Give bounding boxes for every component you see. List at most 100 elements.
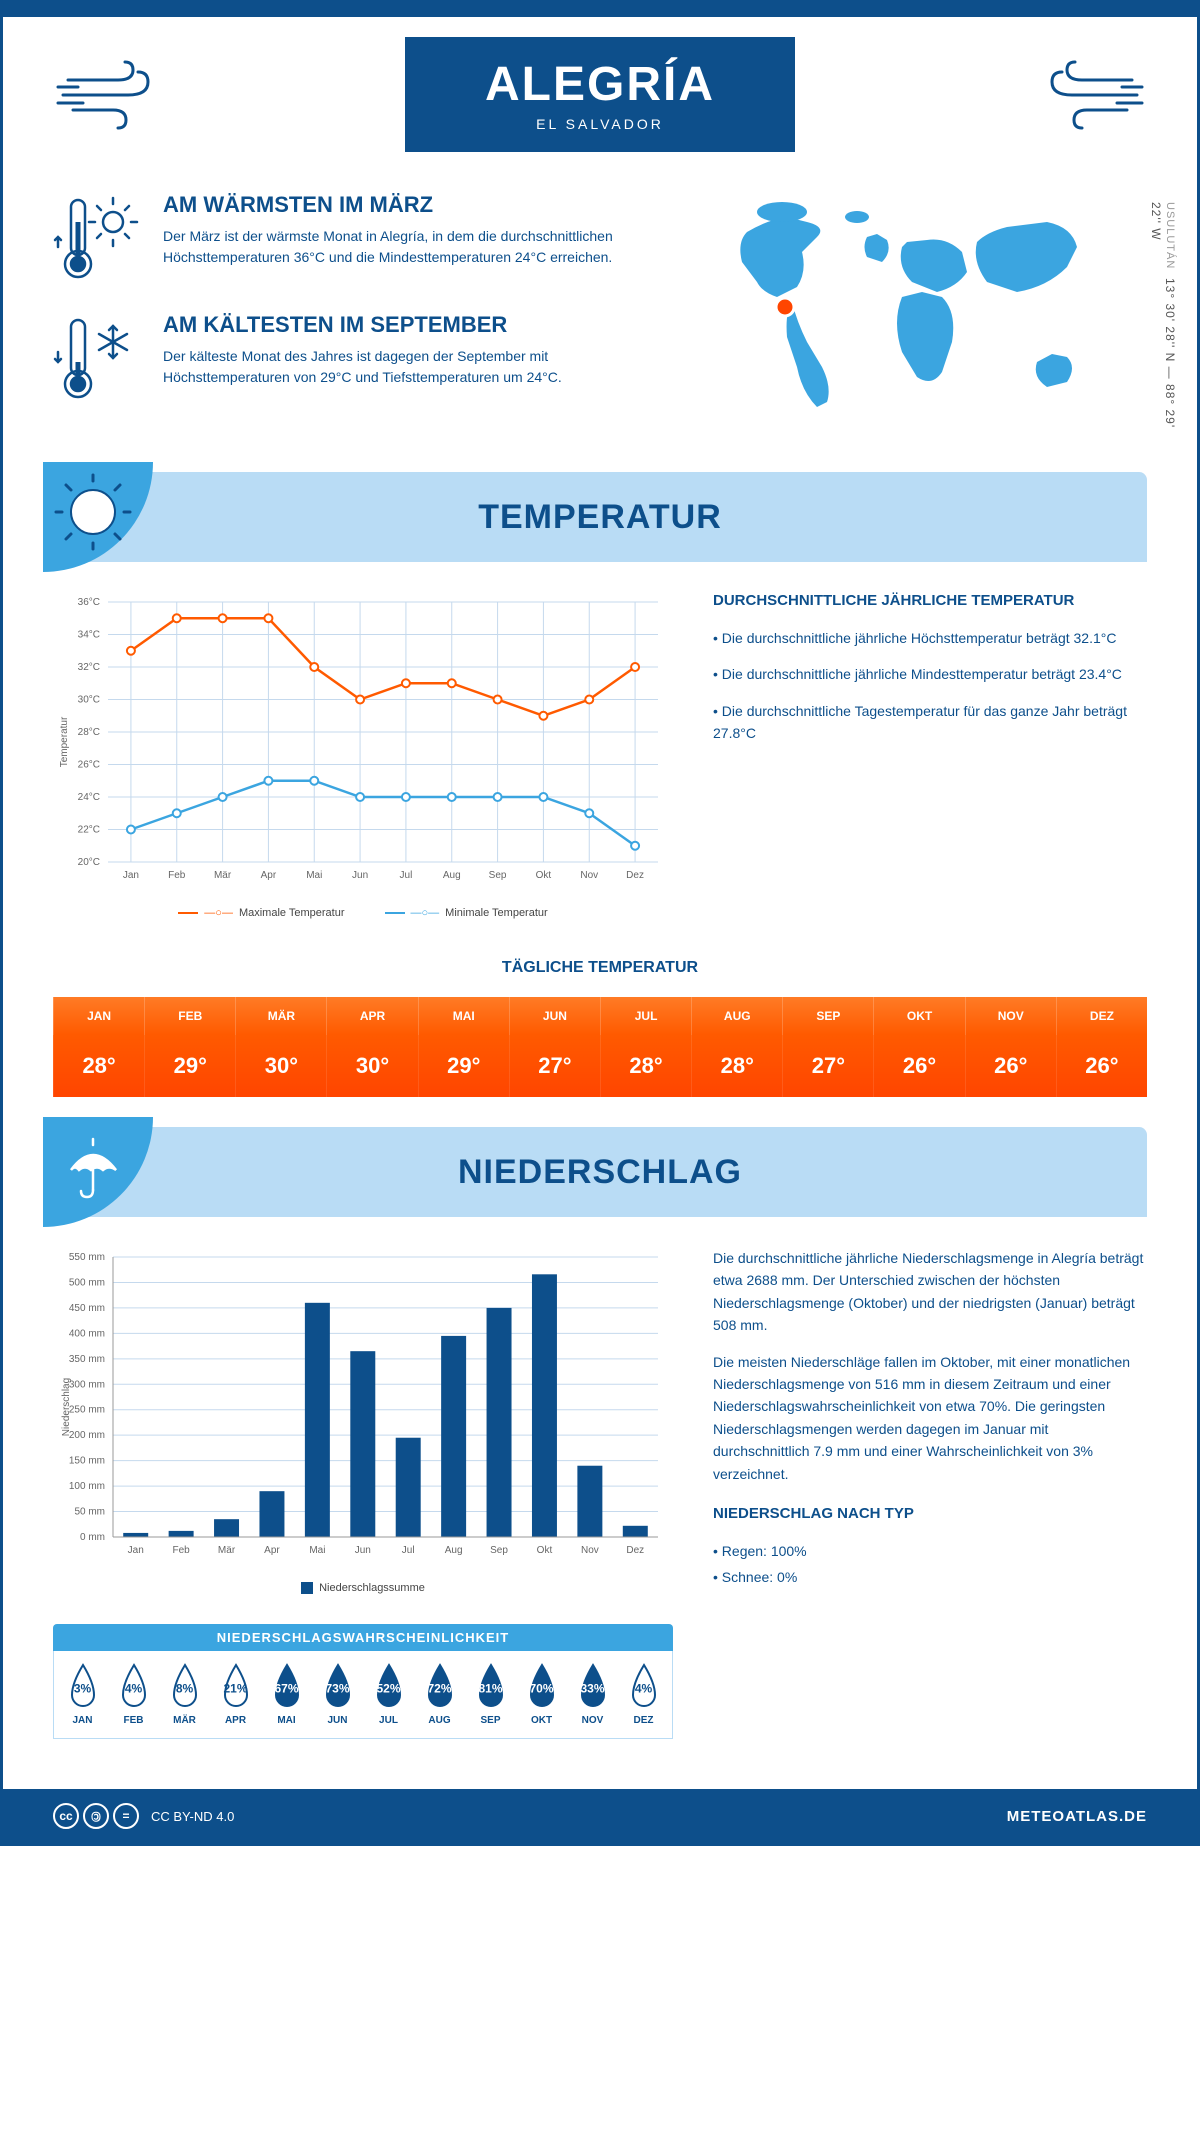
coldest-title: AM KÄLTESTEN IM SEPTEMBER	[163, 312, 667, 338]
svg-text:100 mm: 100 mm	[69, 1481, 105, 1492]
svg-text:Niederschlag: Niederschlag	[61, 1378, 72, 1436]
svg-text:Jan: Jan	[128, 1545, 144, 1556]
svg-text:36°C: 36°C	[78, 597, 100, 608]
daily-temp-value: 28°	[600, 1035, 691, 1097]
svg-text:Jun: Jun	[352, 870, 368, 881]
svg-text:34°C: 34°C	[78, 630, 100, 641]
precipitation-section-header: NIEDERSCHLAG	[53, 1127, 1147, 1217]
svg-text:300 mm: 300 mm	[69, 1379, 105, 1390]
daily-month-head: JAN	[53, 997, 144, 1035]
daily-month-head: NOV	[965, 997, 1056, 1035]
prob-drop-cell: 33%NOV	[568, 1663, 617, 1726]
title-box: ALEGRÍA EL SALVADOR	[405, 37, 795, 152]
daily-month-head: APR	[326, 997, 417, 1035]
daily-month-head: OKT	[873, 997, 964, 1035]
warmest-title: AM WÄRMSTEN IM MÄRZ	[163, 192, 667, 218]
temp-side-title: DURCHSCHNITTLICHE JÄHRLICHE TEMPERATUR	[713, 592, 1147, 609]
sun-icon	[43, 462, 153, 572]
svg-text:Mai: Mai	[306, 870, 322, 881]
svg-text:Nov: Nov	[581, 1545, 599, 1556]
svg-text:Mär: Mär	[218, 1545, 236, 1556]
svg-text:550 mm: 550 mm	[69, 1252, 105, 1263]
prob-drop-cell: 70%OKT	[517, 1663, 566, 1726]
footer: cc🄯= CC BY-ND 4.0 METEOATLAS.DE	[3, 1789, 1197, 1843]
svg-text:Dez: Dez	[626, 1545, 644, 1556]
svg-text:250 mm: 250 mm	[69, 1405, 105, 1416]
svg-text:26°C: 26°C	[78, 760, 100, 771]
prob-drop-cell: 67%MAI	[262, 1663, 311, 1726]
coldest-fact: AM KÄLTESTEN IM SEPTEMBER Der kälteste M…	[53, 312, 667, 402]
thermometer-snow-icon	[53, 312, 143, 402]
coordinates: USULUTÁN 13° 30' 28'' N — 88° 29' 22'' W	[1149, 202, 1177, 432]
svg-text:Mai: Mai	[309, 1545, 325, 1556]
svg-text:Feb: Feb	[173, 1545, 191, 1556]
precip-type-point: • Regen: 100%	[713, 1540, 1147, 1562]
svg-text:20°C: 20°C	[78, 857, 100, 868]
coldest-text: Der kälteste Monat des Jahres ist dagege…	[163, 346, 667, 388]
svg-text:Temperatur: Temperatur	[59, 716, 70, 767]
daily-month-head: AUG	[691, 997, 782, 1035]
svg-text:Apr: Apr	[264, 1545, 280, 1556]
prob-drop-cell: 21%APR	[211, 1663, 260, 1726]
svg-text:28°C: 28°C	[78, 727, 100, 738]
svg-text:Mär: Mär	[214, 870, 232, 881]
svg-text:400 mm: 400 mm	[69, 1328, 105, 1339]
temp-point: • Die durchschnittliche jährliche Mindes…	[713, 663, 1147, 685]
svg-text:Jun: Jun	[355, 1545, 371, 1556]
daily-temp-value: 28°	[691, 1035, 782, 1097]
precip-paragraph: Die durchschnittliche jährliche Niedersc…	[713, 1247, 1147, 1337]
svg-text:Sep: Sep	[489, 870, 507, 881]
precip-chart-legend: Niederschlagssumme	[53, 1582, 673, 1594]
svg-text:Okt: Okt	[536, 870, 552, 881]
svg-text:32°C: 32°C	[78, 662, 100, 673]
daily-temp-value: 28°	[53, 1035, 144, 1097]
daily-month-head: MAI	[418, 997, 509, 1035]
warmest-fact: AM WÄRMSTEN IM MÄRZ Der März ist der wär…	[53, 192, 667, 282]
svg-text:450 mm: 450 mm	[69, 1303, 105, 1314]
svg-text:22°C: 22°C	[78, 825, 100, 836]
daily-month-head: FEB	[144, 997, 235, 1035]
world-map	[707, 192, 1127, 432]
thermometer-sun-icon	[53, 192, 143, 282]
license-text: CC BY-ND 4.0	[151, 1809, 234, 1824]
prob-drop-cell: 3%JAN	[58, 1663, 107, 1726]
daily-month-head: JUL	[600, 997, 691, 1035]
daily-temp-value: 27°	[509, 1035, 600, 1097]
svg-text:Dez: Dez	[626, 870, 644, 881]
temperature-title: TEMPERATUR	[478, 498, 722, 537]
daily-temp-value: 26°	[1056, 1035, 1147, 1097]
svg-text:Feb: Feb	[168, 870, 186, 881]
site-name: METEOATLAS.DE	[1007, 1808, 1147, 1825]
svg-text:Apr: Apr	[261, 870, 277, 881]
temp-point: • Die durchschnittliche Tagestemperatur …	[713, 700, 1147, 745]
daily-temp-value: 26°	[873, 1035, 964, 1097]
warmest-text: Der März ist der wärmste Monat in Alegrí…	[163, 226, 667, 268]
daily-month-head: JUN	[509, 997, 600, 1035]
prob-drop-cell: 52%JUL	[364, 1663, 413, 1726]
svg-text:Aug: Aug	[445, 1545, 463, 1556]
header-band	[3, 3, 1197, 17]
daily-month-head: MÄR	[235, 997, 326, 1035]
svg-text:350 mm: 350 mm	[69, 1354, 105, 1365]
title-section: ALEGRÍA EL SALVADOR	[3, 17, 1197, 162]
daily-temperature-table: JANFEBMÄRAPRMAIJUNJULAUGSEPOKTNOVDEZ28°2…	[53, 997, 1147, 1097]
precip-type-point: • Schnee: 0%	[713, 1566, 1147, 1588]
prob-drop-cell: 4%FEB	[109, 1663, 158, 1726]
daily-temp-value: 26°	[965, 1035, 1056, 1097]
precipitation-title: NIEDERSCHLAG	[458, 1153, 742, 1192]
daily-temp-value: 30°	[326, 1035, 417, 1097]
svg-text:Aug: Aug	[443, 870, 461, 881]
daily-temp-value: 29°	[418, 1035, 509, 1097]
svg-text:Okt: Okt	[537, 1545, 553, 1556]
temp-point: • Die durchschnittliche jährliche Höchst…	[713, 627, 1147, 649]
prob-drop-cell: 72%AUG	[415, 1663, 464, 1726]
daily-temp-title: TÄGLICHE TEMPERATUR	[3, 959, 1197, 977]
umbrella-icon	[43, 1117, 153, 1227]
country-subtitle: EL SALVADOR	[485, 116, 715, 132]
svg-text:0 mm: 0 mm	[80, 1532, 105, 1543]
svg-text:30°C: 30°C	[78, 695, 100, 706]
svg-text:150 mm: 150 mm	[69, 1456, 105, 1467]
daily-month-head: SEP	[782, 997, 873, 1035]
svg-text:200 mm: 200 mm	[69, 1430, 105, 1441]
svg-text:Sep: Sep	[490, 1545, 508, 1556]
